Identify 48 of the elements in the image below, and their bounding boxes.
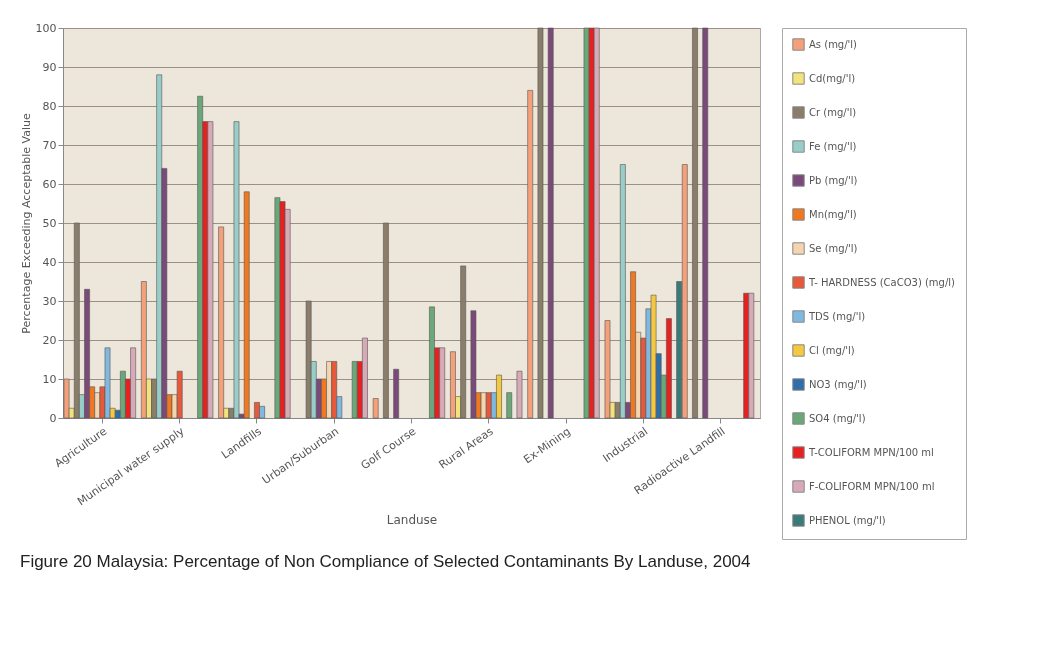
legend-label: Pb (mg/'l) (809, 174, 858, 186)
legend-label: Fe (mg/'l) (809, 140, 857, 152)
bar (218, 226, 224, 419)
bar (547, 27, 554, 419)
legend-label: Se (mg/'l) (809, 242, 858, 254)
bar (450, 351, 456, 419)
bar (393, 368, 400, 419)
y-tick-label: 50 (42, 216, 57, 230)
bar (619, 164, 626, 419)
legend-label: Mn(mg/'l) (809, 208, 857, 220)
legend-label: Cd(mg/'l) (809, 72, 856, 84)
legend-label: F-COLIFORM MPN/100 ml (809, 480, 935, 492)
legend-label: As (mg/'l) (809, 38, 858, 50)
bar (506, 392, 513, 419)
legend-label: T-COLIFORM MPN/100 ml (808, 446, 934, 458)
legend-label: T- HARDNESS (CaCO3) (mg/l) (808, 276, 956, 288)
y-tick-label: 0 (49, 411, 57, 425)
bar (702, 27, 709, 419)
bar (516, 370, 523, 419)
bar (527, 90, 534, 419)
bar (383, 222, 389, 419)
y-axis-title: Percentage Exceeding Acceptable Value (19, 113, 33, 334)
legend-label: Cl (mg/'l) (809, 344, 855, 356)
bar (470, 310, 477, 419)
bar (537, 27, 544, 419)
legend-label: NO3 (mg/'l) (809, 378, 867, 390)
y-tick-label: 80 (42, 99, 57, 113)
bar (429, 306, 435, 419)
legend-label: PHENOL (mg/'l) (809, 514, 886, 526)
y-tick-label: 30 (42, 294, 57, 308)
y-tick-label: 70 (42, 138, 57, 152)
legend-label: TDS (mg/'l) (808, 310, 866, 322)
x-axis-title: Landuse (386, 513, 438, 528)
legend-label: Cr (mg/'l) (809, 106, 857, 118)
bar (63, 378, 70, 419)
bar (351, 361, 358, 419)
text: Figure 20 Malaysia: Percentage of Non Compliance of Selected Contaminants By Landuse, 2004 (20, 551, 751, 571)
legend-label: SO4 (mg/'l) (809, 412, 866, 424)
bar (604, 320, 611, 419)
y-tick-label: 90 (42, 60, 57, 74)
y-tick-label: 20 (42, 333, 57, 347)
y-tick-label: 60 (42, 177, 57, 191)
y-tick-label: 10 (42, 372, 57, 386)
y-tick-label: 40 (42, 255, 57, 269)
y-tick-label: 100 (35, 21, 57, 35)
bar (372, 398, 379, 419)
bar (141, 281, 147, 419)
bar (692, 27, 698, 419)
